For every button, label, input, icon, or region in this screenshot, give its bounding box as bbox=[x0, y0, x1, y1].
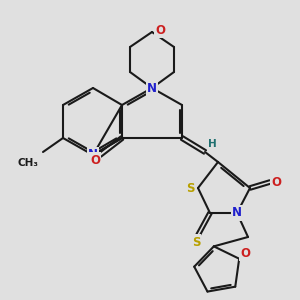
Text: N: N bbox=[147, 82, 157, 94]
Text: O: O bbox=[90, 154, 100, 166]
Text: N: N bbox=[232, 206, 242, 220]
Text: CH₃: CH₃ bbox=[18, 158, 39, 168]
Text: S: S bbox=[186, 182, 194, 194]
Text: N: N bbox=[88, 148, 98, 161]
Text: H: H bbox=[208, 139, 216, 149]
Text: O: O bbox=[240, 247, 250, 260]
Text: O: O bbox=[271, 176, 281, 188]
Text: O: O bbox=[155, 23, 165, 37]
Text: S: S bbox=[192, 236, 200, 248]
